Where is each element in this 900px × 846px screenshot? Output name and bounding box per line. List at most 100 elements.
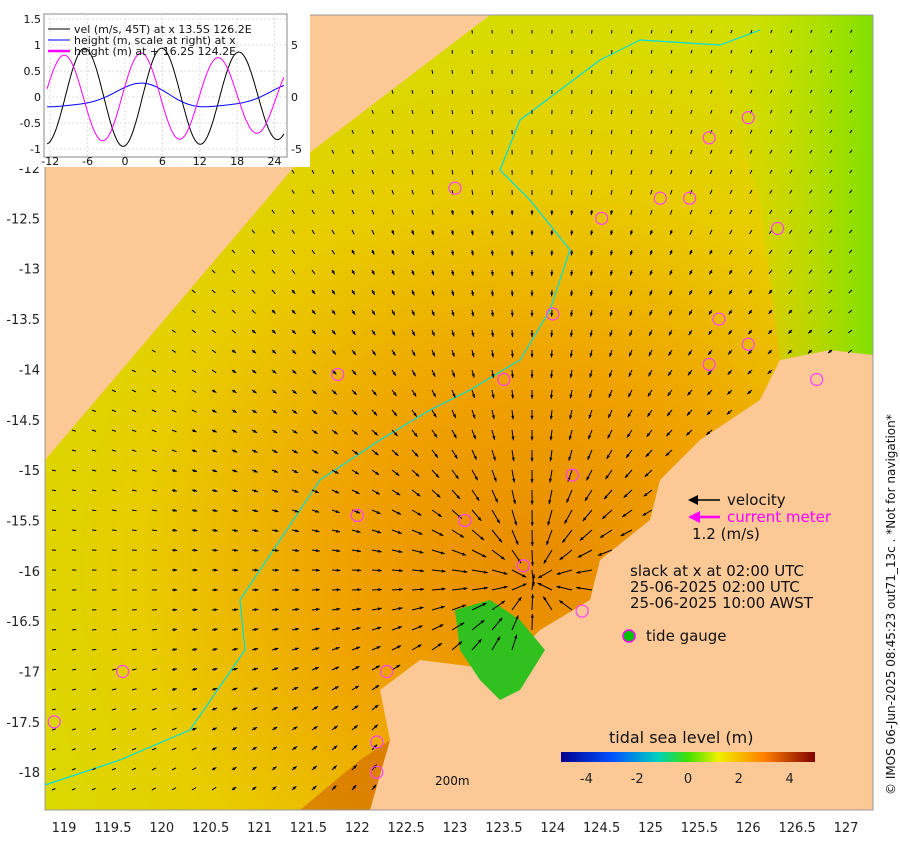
velocity-arrowhead (373, 411, 378, 416)
velocity-arrow (749, 209, 753, 215)
velocity-arrowhead (295, 627, 300, 631)
velocity-arrow (729, 169, 733, 175)
velocity-arrowhead (747, 390, 752, 395)
velocity-arrowhead (315, 549, 320, 553)
velocity-arrowhead (291, 290, 296, 294)
velocity-arrow (630, 169, 633, 175)
velocity-arrow (808, 249, 813, 254)
y-tick-label: -17 (19, 666, 40, 681)
velocity-arrowhead (254, 608, 259, 612)
velocity-arrowhead (375, 471, 380, 475)
tide-gauge-marker[interactable] (116, 664, 130, 679)
velocity-arrowhead (550, 292, 554, 297)
velocity-arrowhead (356, 646, 361, 650)
velocity-arrow (690, 49, 693, 54)
velocity-arrow (451, 149, 454, 155)
tide-gauge-marker[interactable] (448, 181, 462, 195)
tide-gauge-marker[interactable] (47, 715, 61, 729)
velocity-arrowhead (353, 411, 358, 415)
tide-gauge-marker[interactable] (546, 307, 560, 321)
velocity-arrows (51, 29, 853, 791)
tide-gauge-marker[interactable] (516, 559, 531, 573)
velocity-arrow (610, 109, 613, 115)
velocity-arrow (171, 409, 177, 413)
map-area[interactable] (44, 14, 874, 811)
velocity-arrowhead (371, 250, 375, 255)
velocity-arrowhead (787, 349, 792, 354)
tide-gauge-marker[interactable] (741, 337, 755, 351)
velocity-arrow (829, 169, 833, 174)
velocity-arrowhead (391, 311, 395, 316)
velocity-arrow (729, 249, 733, 255)
tide-gauge-marker[interactable] (682, 191, 697, 205)
velocity-arrowhead (355, 666, 360, 670)
legend-velocity: velocity (727, 491, 786, 509)
velocity-arrow (151, 409, 157, 413)
velocity-arrow (670, 89, 673, 94)
tide-gauge-marker[interactable] (565, 468, 579, 482)
tide-gauge-marker[interactable] (497, 372, 511, 387)
legend-height-x: height (m, scale at right) at x (74, 34, 236, 47)
velocity-arrowhead (232, 767, 237, 771)
velocity-arrowhead (357, 568, 362, 572)
velocity-arrowhead (629, 332, 633, 337)
velocity-arrowhead (689, 290, 693, 295)
velocity-arrow (411, 189, 414, 195)
velocity-arrow (291, 269, 296, 275)
tide-gauge-marker[interactable] (575, 604, 589, 618)
velocity-arrowhead (440, 605, 445, 609)
velocity-arrowhead (431, 291, 435, 296)
velocity-arrowhead (609, 271, 613, 276)
tide-gauge-marker[interactable] (712, 312, 726, 326)
velocity-arrow (151, 648, 157, 651)
tide-gauge-marker[interactable] (379, 664, 394, 679)
velocity-arrow (669, 189, 673, 195)
velocity-arrow (71, 449, 77, 452)
velocity-arrowhead (312, 785, 317, 790)
slack-text: slack at x at 02:00 UTC (630, 562, 804, 580)
tide-gauge-marker[interactable] (770, 221, 785, 236)
velocity-arrowhead (377, 530, 382, 534)
tide-gauge-marker[interactable] (331, 367, 345, 382)
velocity-arrow (151, 668, 157, 671)
velocity-arrow (351, 189, 355, 195)
y-tick-label: -16.5 (6, 615, 40, 630)
velocity-arrowhead (377, 626, 382, 630)
velocity-arrow (750, 29, 753, 34)
tide-gauge-marker[interactable] (370, 735, 384, 749)
velocity-arrow (729, 229, 733, 235)
tide-gauge-marker[interactable] (350, 508, 364, 523)
velocity-arrowhead (357, 588, 362, 592)
velocity-arrowhead (477, 517, 482, 521)
tide-gauge-marker[interactable] (653, 191, 667, 205)
velocity-arrow (829, 109, 833, 114)
velocity-arrow (789, 189, 793, 194)
velocity-arrowhead (336, 549, 341, 553)
velocity-arrowhead (173, 648, 178, 652)
velocity-arrowhead (667, 392, 672, 397)
tide-gauge-markers (47, 111, 824, 779)
velocity-arrowhead (294, 687, 299, 691)
tide-gauge-marker[interactable] (458, 513, 472, 528)
tide-gauge-marker[interactable] (702, 357, 716, 371)
velocity-arrow (391, 189, 395, 195)
tide-gauge-marker[interactable] (741, 111, 755, 125)
tide-gauge-marker[interactable] (370, 765, 384, 779)
velocity-arrowhead (569, 333, 574, 337)
velocity-arrowhead (568, 435, 572, 440)
velocity-arrowhead (334, 706, 339, 710)
velocity-arrow (51, 728, 56, 731)
velocity-arrowhead (556, 585, 561, 589)
velocity-arrowhead (768, 330, 772, 334)
velocity-arrowhead (313, 430, 318, 434)
tide-gauge-marker[interactable] (702, 131, 716, 145)
velocity-arrow (471, 189, 474, 195)
velocity-arrow (808, 269, 813, 274)
velocity-arrow (191, 309, 196, 314)
velocity-arrowhead (193, 628, 198, 632)
velocity-arrow (131, 429, 137, 433)
velocity-arrow (411, 169, 414, 175)
velocity-arrow (610, 129, 613, 135)
tide-gauge-marker[interactable] (810, 372, 824, 387)
tide-gauge-marker[interactable] (595, 211, 609, 225)
